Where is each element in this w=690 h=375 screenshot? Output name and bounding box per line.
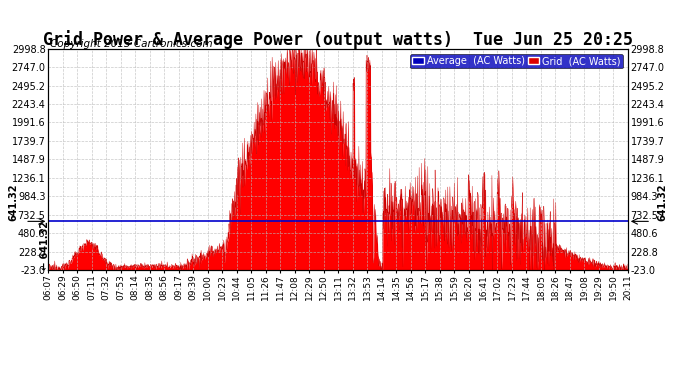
Legend: Average  (AC Watts), Grid  (AC Watts): Average (AC Watts), Grid (AC Watts) [410, 54, 623, 69]
Title: Grid Power & Average Power (output watts)  Tue Jun 25 20:25: Grid Power & Average Power (output watts… [43, 30, 633, 49]
Text: 641.32: 641.32 [8, 184, 19, 221]
Text: ← 641.32: ← 641.32 [41, 221, 50, 270]
Text: 641.32: 641.32 [658, 184, 668, 221]
Text: Copyright 2013 Cartronics.com: Copyright 2013 Cartronics.com [50, 39, 213, 50]
